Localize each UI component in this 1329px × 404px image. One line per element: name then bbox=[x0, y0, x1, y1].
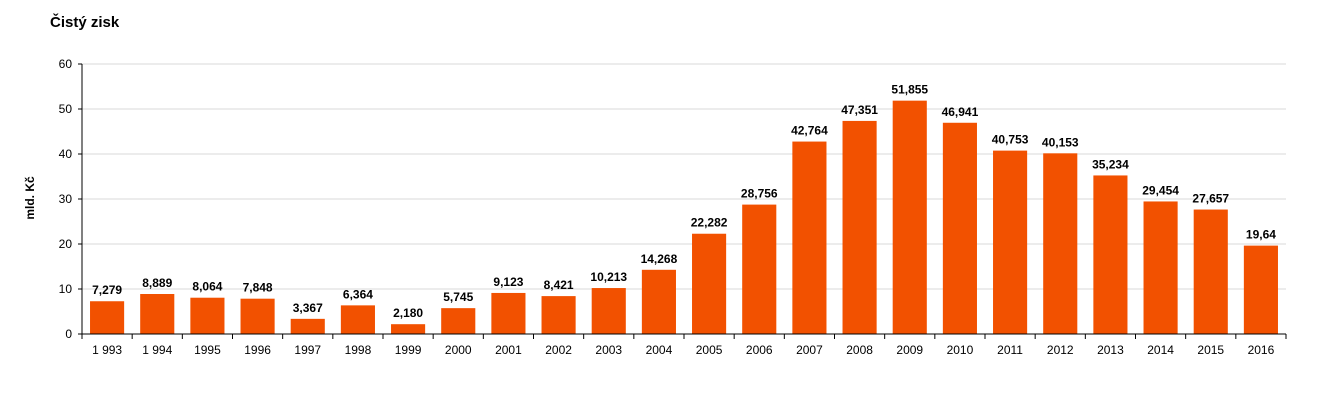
bar bbox=[441, 308, 476, 334]
bar bbox=[1043, 153, 1078, 334]
x-tick-label: 2001 bbox=[495, 343, 522, 357]
data-label: 47,351 bbox=[841, 103, 878, 117]
bar bbox=[742, 204, 777, 334]
data-label: 35,234 bbox=[1092, 157, 1129, 171]
bar bbox=[993, 150, 1028, 334]
x-tick-label: 2015 bbox=[1197, 343, 1224, 357]
bar bbox=[1093, 175, 1128, 334]
data-label: 22,282 bbox=[691, 216, 728, 230]
data-label: 6,364 bbox=[343, 287, 373, 301]
bar bbox=[842, 120, 877, 334]
x-tick-label: 2004 bbox=[646, 343, 673, 357]
y-tick-label: 10 bbox=[59, 282, 73, 296]
bar bbox=[340, 305, 375, 334]
data-label: 40,153 bbox=[1042, 135, 1079, 149]
y-tick-label: 40 bbox=[59, 147, 73, 161]
data-label: 19,64 bbox=[1246, 228, 1276, 242]
bar bbox=[641, 269, 676, 334]
y-tick-label: 50 bbox=[59, 102, 73, 116]
data-label: 2,180 bbox=[393, 306, 423, 320]
bar bbox=[140, 293, 175, 334]
y-tick-label: 20 bbox=[59, 237, 73, 251]
data-label: 9,123 bbox=[493, 275, 523, 289]
bar bbox=[491, 292, 526, 334]
data-label: 7,848 bbox=[243, 281, 273, 295]
y-tick-label: 0 bbox=[65, 327, 72, 341]
x-tick-label: 1 994 bbox=[142, 343, 172, 357]
x-tick-label: 1995 bbox=[194, 343, 221, 357]
data-label: 14,268 bbox=[641, 252, 678, 266]
y-tick-label: 60 bbox=[59, 57, 73, 71]
x-tick-label: 1998 bbox=[345, 343, 372, 357]
bar bbox=[692, 233, 727, 334]
data-label: 51,855 bbox=[891, 83, 928, 97]
x-tick-label: 2012 bbox=[1047, 343, 1074, 357]
x-tick-label: 2013 bbox=[1097, 343, 1124, 357]
bar bbox=[90, 301, 125, 334]
bar bbox=[290, 318, 325, 334]
bar bbox=[1143, 201, 1178, 334]
x-tick-label: 1999 bbox=[395, 343, 422, 357]
x-tick-label: 1 993 bbox=[92, 343, 122, 357]
x-tick-label: 2000 bbox=[445, 343, 472, 357]
x-tick-label: 2016 bbox=[1248, 343, 1275, 357]
bar bbox=[541, 296, 576, 334]
x-tick-label: 2002 bbox=[545, 343, 572, 357]
data-label: 40,753 bbox=[992, 133, 1029, 147]
data-label: 42,764 bbox=[791, 124, 828, 138]
data-label: 7,279 bbox=[92, 283, 122, 297]
x-tick-label: 1996 bbox=[244, 343, 271, 357]
data-label: 8,421 bbox=[544, 278, 574, 292]
bar bbox=[591, 288, 626, 334]
x-tick-label: 2008 bbox=[846, 343, 873, 357]
data-label: 5,745 bbox=[443, 290, 473, 304]
bar bbox=[792, 141, 827, 334]
data-label: 27,657 bbox=[1192, 192, 1229, 206]
x-tick-label: 2011 bbox=[997, 343, 1023, 357]
bar bbox=[1193, 209, 1228, 334]
bar bbox=[942, 122, 977, 334]
bar bbox=[240, 298, 275, 334]
data-label: 28,756 bbox=[741, 187, 778, 201]
bar bbox=[1243, 245, 1278, 334]
y-tick-label: 30 bbox=[59, 192, 73, 206]
bar bbox=[892, 100, 927, 334]
data-label: 8,064 bbox=[192, 280, 222, 294]
data-label: 46,941 bbox=[942, 105, 979, 119]
x-tick-label: 2007 bbox=[796, 343, 823, 357]
bar bbox=[391, 324, 426, 334]
bar bbox=[190, 297, 225, 334]
data-label: 3,367 bbox=[293, 301, 323, 315]
x-tick-label: 2006 bbox=[746, 343, 773, 357]
x-tick-label: 1997 bbox=[294, 343, 321, 357]
data-label: 29,454 bbox=[1142, 183, 1179, 197]
data-label: 8,889 bbox=[142, 276, 172, 290]
x-tick-label: 2014 bbox=[1147, 343, 1174, 357]
x-tick-label: 2010 bbox=[947, 343, 974, 357]
x-tick-label: 2009 bbox=[896, 343, 923, 357]
x-tick-label: 2005 bbox=[696, 343, 723, 357]
data-label: 10,213 bbox=[590, 270, 627, 284]
chart-title: Čistý zisk bbox=[50, 14, 120, 31]
x-tick-label: 2003 bbox=[595, 343, 622, 357]
